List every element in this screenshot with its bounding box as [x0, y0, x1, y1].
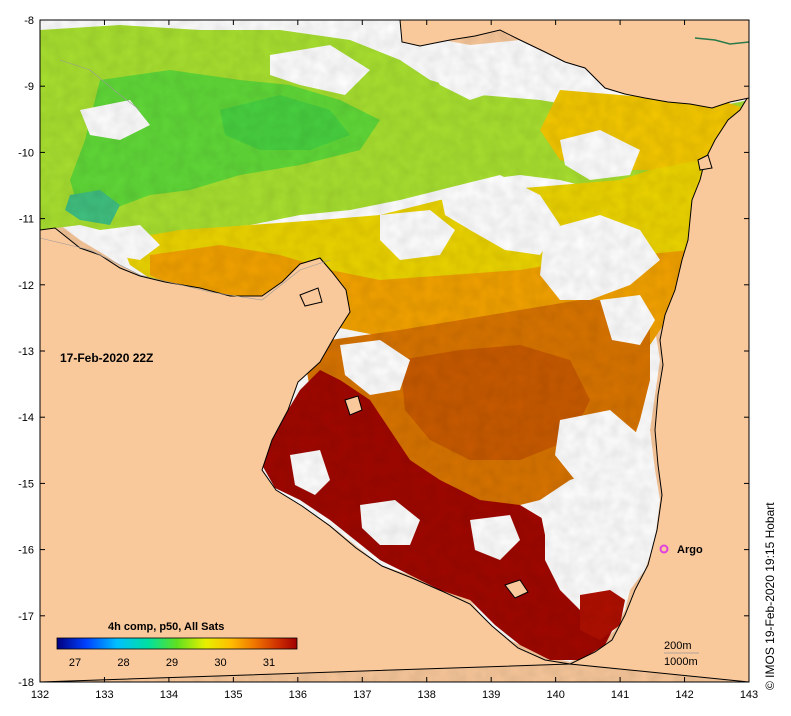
x-tick-label: 132 — [31, 689, 49, 701]
argo-label: Argo — [677, 544, 703, 556]
x-tick-label: 135 — [224, 689, 242, 701]
y-tick-label: -15 — [18, 478, 34, 490]
y-tick-label: -17 — [18, 611, 34, 623]
colorbar-tick-label: 27 — [69, 657, 81, 669]
x-tick-label: 140 — [546, 689, 564, 701]
depth-contour-200m — [40, 237, 331, 301]
argo-marker[interactable]: Argo — [659, 544, 703, 556]
x-axis: 132 133 134 135 136 137 138 139 140 141 142 143 — [31, 20, 758, 701]
y-tick-label: -16 — [18, 545, 34, 557]
land-island-4 — [697, 154, 713, 171]
land-island-1 — [504, 579, 529, 599]
colorbar-title: 4h comp, p50, All Sats — [108, 621, 224, 633]
y-tick-label: -8 — [24, 15, 34, 27]
depth-contour-1000m — [59, 59, 141, 111]
argo-icon — [659, 544, 669, 554]
colorbar-tick-label: 28 — [117, 657, 129, 669]
land-island-2 — [344, 395, 363, 416]
colorbar-tick-label: 30 — [214, 657, 226, 669]
x-tick-label: 142 — [675, 689, 693, 701]
x-tick-label: 137 — [353, 689, 371, 701]
y-tick-label: -10 — [18, 147, 34, 159]
depth-legend: 200m 1000m — [664, 640, 699, 668]
x-tick-label: 136 — [289, 689, 307, 701]
colorbar-gradient — [56, 637, 298, 650]
y-tick-label: -11 — [19, 214, 34, 226]
x-tick-label: 138 — [418, 689, 436, 701]
x-tick-label: 133 — [95, 689, 113, 701]
y-tick-label: -14 — [18, 412, 34, 424]
land-new-guinea — [399, 20, 749, 109]
date-label: 17-Feb-2020 22Z — [60, 351, 153, 365]
x-tick-label: 134 — [160, 689, 178, 701]
x-tick-label: 141 — [611, 689, 629, 701]
x-tick-label: 143 — [740, 689, 758, 701]
colorbar: 4h comp, p50, All Sats 27 28 29 30 31 — [56, 621, 298, 669]
x-tick-label: 139 — [482, 689, 500, 701]
colorbar-tick-label: 29 — [166, 657, 178, 669]
depth-legend-1000m: 1000m — [664, 656, 698, 668]
river-fly — [694, 37, 749, 45]
credit-label: © IMOS 19-Feb-2020 19:15 Hobart — [763, 502, 777, 690]
colorbar-ticks: 27 28 29 30 31 — [69, 657, 275, 669]
depth-legend-200m: 200m — [664, 640, 692, 652]
land-island-3 — [299, 287, 323, 307]
y-tick-label: -18 — [18, 677, 34, 689]
y-tick-label: -13 — [18, 346, 34, 358]
sst-field — [40, 20, 749, 682]
y-tick-label: -9 — [24, 81, 34, 93]
y-tick-label: -12 — [18, 280, 34, 292]
land-arnhem — [40, 227, 571, 682]
colorbar-tick-label: 31 — [263, 657, 275, 669]
y-axis: -8 -9 -10 -11 -12 -13 -14 -15 -16 -17 -18 — [18, 15, 749, 689]
